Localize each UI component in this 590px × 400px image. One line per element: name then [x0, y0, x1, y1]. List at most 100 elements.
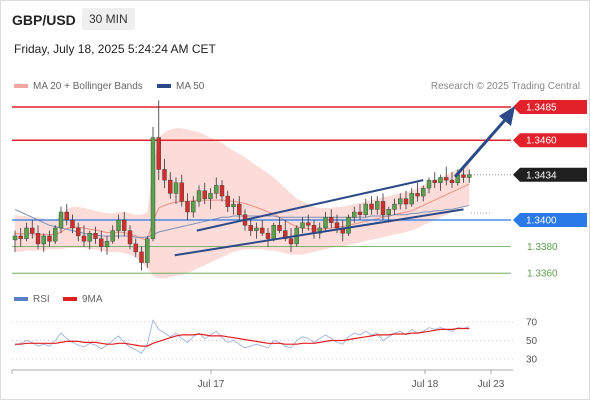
candle-body: [317, 227, 322, 234]
candle-body: [18, 235, 23, 239]
candle-body: [346, 217, 351, 234]
legend-label: 9MA: [82, 294, 103, 305]
channel-lower-line: [174, 208, 464, 257]
candle-body: [208, 193, 213, 199]
level-label: 1.3460: [526, 136, 557, 147]
candle-body: [35, 233, 41, 245]
candle-body: [173, 182, 179, 194]
candle-body: [133, 243, 138, 253]
candle-body: [254, 227, 259, 231]
projection-arrow-line: [453, 119, 507, 178]
candle-body: [93, 233, 98, 239]
candle-body: [375, 201, 380, 210]
legend-item-bollinger: MA 20 + Bollinger Bands: [14, 81, 143, 92]
candle-body: [380, 201, 386, 215]
candle-body: [30, 227, 35, 234]
candle-body: [426, 179, 432, 189]
candle-body: [248, 225, 253, 231]
legend-label: RSI: [33, 294, 50, 305]
rsi-tick-label: 50: [526, 336, 538, 347]
candle-body: [12, 235, 18, 241]
candle-body: [191, 201, 196, 213]
candle-body: [41, 235, 46, 245]
instrument-title: GBP/USD: [12, 12, 76, 28]
x-tick-label: Jul 17: [198, 379, 225, 390]
legend-item-ma50: MA 50: [157, 81, 204, 92]
candle-body: [432, 179, 437, 183]
level-tag: [513, 133, 587, 148]
candle-body: [444, 177, 449, 181]
candle-body: [214, 185, 219, 194]
candle-body: [449, 179, 455, 183]
candle-body: [237, 203, 242, 215]
legend-item-rsi: RSI: [14, 294, 50, 305]
candle-body: [271, 225, 276, 239]
candle-body: [329, 217, 334, 223]
candle-body: [145, 238, 150, 263]
legend-swatch: [14, 297, 28, 302]
candle-body: [122, 219, 127, 231]
rsi-tick-label: 70: [526, 318, 538, 329]
candle-body: [179, 182, 184, 202]
candle-body: [219, 185, 225, 197]
timeframe-badge[interactable]: 30 MIN: [82, 8, 135, 30]
candle-body: [202, 190, 207, 199]
candle-body: [139, 251, 144, 263]
candle-body: [99, 238, 104, 247]
candle-body: [352, 211, 357, 218]
candle-body: [461, 174, 466, 178]
level-label: 1.3400: [526, 216, 557, 227]
candle-body: [196, 190, 202, 202]
level-tag: [513, 213, 587, 227]
candle-body: [438, 177, 443, 183]
candle-body: [392, 203, 397, 210]
legend-swatch: [63, 297, 77, 302]
candle-body: [87, 233, 92, 242]
candle-body: [334, 222, 340, 229]
candle-body: [231, 203, 236, 207]
legend-label: MA 20 + Bollinger Bands: [33, 81, 143, 92]
rsi-tick-label: 30: [526, 355, 538, 366]
candle-body: [64, 211, 69, 221]
candle-body: [47, 235, 52, 242]
candle-body: [421, 187, 426, 197]
level-tag: [513, 167, 587, 182]
level-label: 1.3434: [526, 170, 557, 181]
candle-body: [398, 198, 403, 205]
legend-item-9ma: 9MA: [63, 294, 103, 305]
candle-body: [70, 219, 75, 229]
candle-body: [386, 209, 391, 215]
candle-body: [357, 211, 363, 215]
candle-body: [168, 179, 173, 194]
timestamp: Friday, July 18, 2025 5:24:24 AM CET: [14, 42, 216, 56]
level-label: 1.3360: [527, 269, 558, 280]
legend-swatch: [157, 84, 171, 89]
candle-body: [76, 227, 81, 237]
candle-body: [323, 217, 328, 229]
candle-body: [185, 201, 190, 213]
candle-body: [104, 241, 110, 247]
candle-body: [415, 193, 420, 197]
candle-body: [24, 227, 29, 239]
candle-body: [277, 225, 282, 231]
rsi-series-9ma: [15, 327, 470, 347]
candle-body: [58, 211, 64, 229]
candle-body: [363, 203, 368, 215]
level-label: 1.3485: [526, 103, 557, 114]
rsi-series-rsi: [14, 318, 470, 355]
candle-body: [127, 230, 133, 245]
level-tag: [513, 100, 587, 114]
candle-body: [260, 227, 265, 234]
candle-body: [110, 230, 115, 242]
channel-upper-line: [196, 179, 424, 232]
candle-body: [288, 238, 294, 245]
candle-body: [409, 193, 414, 205]
candle-body: [306, 222, 311, 226]
candle-body: [467, 174, 472, 178]
projection-arrow-head: [499, 106, 515, 126]
candle-body: [162, 169, 167, 181]
x-tick-label: Jul 23: [478, 379, 505, 390]
candle-body: [225, 195, 230, 207]
